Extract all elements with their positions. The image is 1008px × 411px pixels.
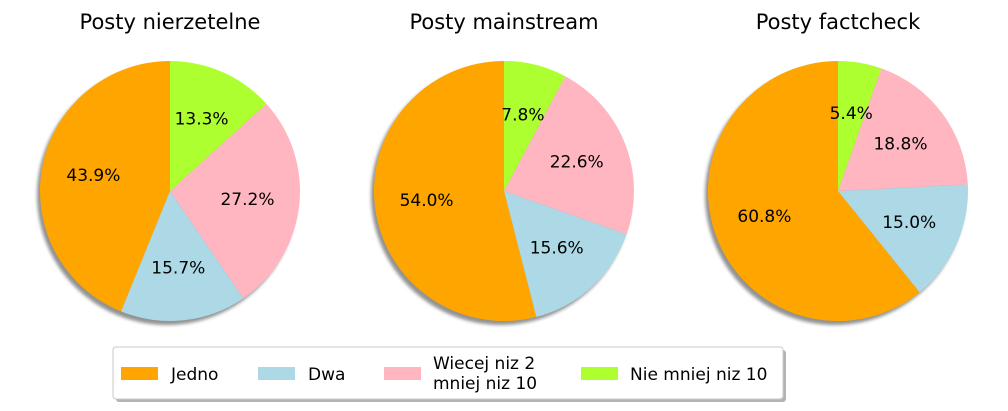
pie-3-slice-2 [838,184,969,293]
pie-2-slice-4 [504,60,566,191]
pie-3-title: Posty factcheck [756,10,921,34]
pie-2-slice-1 [374,61,537,322]
pie-2-slice-3 [504,76,635,235]
pie-3-label-1: 60.8% [737,207,791,227]
pie-1-label-1: 43.9% [66,166,120,186]
pie-3-label-4: 5.4% [830,104,873,124]
legend-swatch-4 [581,367,618,380]
pie-3-slice-1 [708,61,920,322]
pie-2-title: Posty mainstream [409,10,598,34]
pie-2-label-2: 15.6% [530,239,584,259]
pie-1-slice-2 [121,191,244,321]
pie-1-label-2: 15.7% [151,259,205,279]
legend-label-3-line-2: mniej niz 10 [433,374,537,394]
pie-chart-2: Posty mainstream 54.0% 15.6% 22.6% 7.8% [371,10,635,325]
legend-label-3-line-1: Wiecej niz 2 [433,354,535,374]
pie-2-slice-2 [504,191,627,317]
pie-chart-1: Posty nierzetelne 43.9% 15.7% 27.2% 13.3% [37,10,300,325]
pie-chart-3: Posty factcheck 60.8% 15.0% 18.8%5.4% [705,10,969,325]
legend-label-1: Jedno [170,365,218,385]
pie-2-label-1: 54.0% [400,191,454,211]
pie-3-label-2: 15.0% [882,213,936,233]
pie-2-label-4: 7.8% [501,105,544,125]
legend-swatch-2 [258,367,295,380]
pie-1-slice-3 [170,103,300,299]
pie-3-label-3: 18.8% [873,134,927,154]
pie-1-label-4: 13.3% [175,110,229,130]
pie-3-slice-4 [838,61,882,191]
pie-1-title: Posty nierzetelne [80,10,261,34]
legend-swatch-1 [121,367,158,380]
pie-1-slice-4 [170,61,267,191]
pie-1-slice-1 [40,61,170,312]
legend-box [112,346,784,400]
legend-swatch-3 [384,367,421,380]
pie-3-slice-3 [838,68,968,191]
legend-label-4: Nie mniej niz 10 [630,365,767,385]
pie-1-label-3: 27.2% [220,190,274,210]
pie-2-label-3: 22.6% [550,153,604,173]
legend-label-2: Dwa [308,365,345,385]
